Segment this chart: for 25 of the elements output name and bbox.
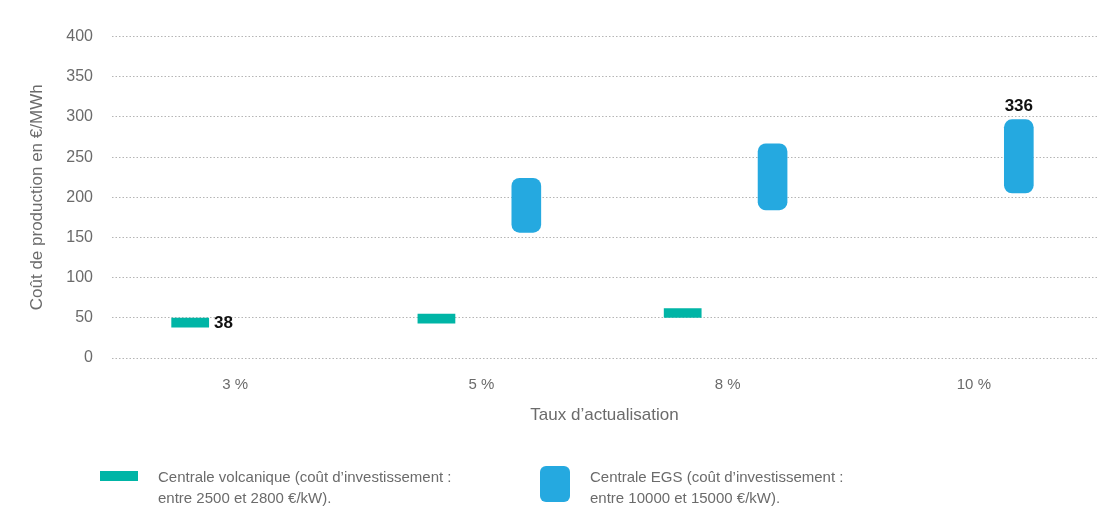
bar xyxy=(1003,119,1034,194)
annotation: 336 xyxy=(1004,95,1033,115)
y-tick-label: 200 xyxy=(66,187,94,205)
legend-label: Centrale volcanique (coût d’investissement : entre 2500 et 2800 €/kW). xyxy=(158,467,453,507)
y-tick-label: 50 xyxy=(75,308,94,326)
x-axis-title: Taux d’actualisation xyxy=(530,405,679,425)
y-tick-label: 400 xyxy=(66,27,94,45)
x-tick-label: 3 % xyxy=(222,375,249,393)
x-tick-label: 10 % xyxy=(956,375,991,393)
y-tick-label: 300 xyxy=(66,107,94,125)
bar xyxy=(171,317,210,328)
bar xyxy=(757,143,788,211)
y-tick-label: 250 xyxy=(66,147,94,165)
x-tick-label: 5 % xyxy=(468,375,495,393)
y-axis-title: Coût de production en €/MWh xyxy=(26,84,46,311)
y-tick-label: 100 xyxy=(66,268,94,286)
x-tick-label: 8 % xyxy=(714,375,741,393)
y-tick-label: 0 xyxy=(84,348,94,366)
annotation: 38 xyxy=(214,313,233,333)
bar xyxy=(417,313,456,324)
y-tick-label: 350 xyxy=(66,67,94,85)
y-tick-label: 150 xyxy=(66,227,94,245)
bar xyxy=(663,308,702,318)
legend-label: Centrale EGS (coût d’investissement : entre 10000 et 15000 €/kW). xyxy=(590,467,845,507)
bar xyxy=(511,178,542,233)
